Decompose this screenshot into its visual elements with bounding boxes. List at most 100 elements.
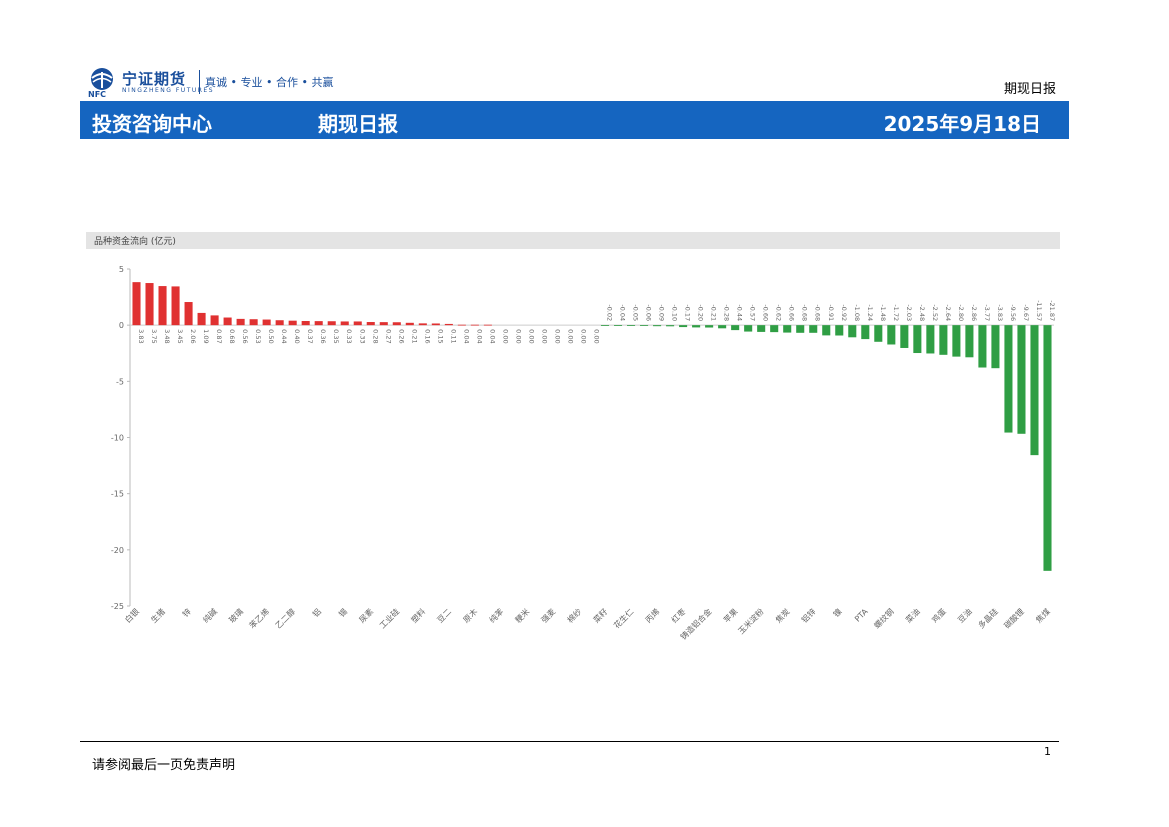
x-category-label: 塑料 bbox=[409, 606, 427, 624]
bar-value-label: 0.87 bbox=[215, 329, 223, 343]
bar-value-label: 0.37 bbox=[306, 329, 314, 343]
logo-company-name: 宁证期货 bbox=[122, 70, 187, 88]
x-category-label: 豆二 bbox=[436, 607, 454, 625]
y-tick-label: 0 bbox=[119, 321, 124, 330]
bar bbox=[301, 321, 310, 326]
bar bbox=[822, 325, 831, 336]
bar bbox=[913, 325, 922, 354]
bar bbox=[132, 282, 141, 326]
bar-value-label: -2.48 bbox=[918, 304, 926, 321]
bar-value-label: 3.75 bbox=[150, 329, 158, 343]
x-category-label: 鸡蛋 bbox=[929, 606, 947, 624]
x-category-label: 豆油 bbox=[955, 606, 973, 624]
x-category-label: 乙二醇 bbox=[273, 606, 297, 630]
bar bbox=[666, 325, 675, 327]
x-category-label: 强麦 bbox=[539, 606, 557, 624]
bar bbox=[379, 322, 388, 326]
bar bbox=[874, 325, 883, 342]
x-category-label: 丙烯 bbox=[643, 606, 661, 624]
bar bbox=[718, 325, 727, 329]
bar bbox=[444, 323, 453, 326]
bar bbox=[835, 325, 844, 336]
x-category-label: 粳米 bbox=[513, 606, 531, 624]
chart-title: 品种资金流向 (亿元) bbox=[94, 237, 176, 247]
bar bbox=[887, 325, 896, 345]
bar-value-label: -9.67 bbox=[1022, 304, 1030, 321]
logo-divider bbox=[199, 70, 200, 94]
bar-value-label: 0.33 bbox=[345, 329, 353, 343]
bar bbox=[197, 312, 206, 326]
x-category-label: 螺纹钢 bbox=[872, 606, 896, 630]
x-category-label: 生猪 bbox=[149, 606, 167, 624]
bar bbox=[861, 325, 870, 340]
x-category-label: 碳酸锂 bbox=[1002, 606, 1026, 630]
bar bbox=[392, 322, 401, 326]
nfc-globe-icon bbox=[91, 68, 113, 90]
bar-value-label: 0.00 bbox=[579, 329, 587, 343]
bar bbox=[405, 322, 414, 326]
y-tick-label: -15 bbox=[111, 490, 124, 499]
bar bbox=[796, 325, 805, 333]
bar-value-label: 0.00 bbox=[527, 329, 535, 343]
bar-value-label: -0.02 bbox=[606, 304, 614, 321]
y-tick-label: -5 bbox=[116, 377, 124, 386]
bar-value-label: 2.06 bbox=[189, 329, 197, 343]
bar-value-label: 3.48 bbox=[163, 329, 171, 343]
bar-value-label: -1.72 bbox=[892, 304, 900, 321]
bar-value-label: 0.68 bbox=[228, 329, 236, 343]
bar-value-label: 0.27 bbox=[384, 329, 392, 343]
bar-value-label: -0.05 bbox=[632, 304, 640, 321]
bar bbox=[679, 325, 688, 328]
bar-value-label: 0.00 bbox=[514, 329, 522, 343]
bar bbox=[705, 325, 714, 328]
bar-value-label: 0.00 bbox=[593, 329, 601, 343]
bar-value-label: 0.00 bbox=[501, 329, 509, 343]
bar bbox=[1043, 325, 1052, 571]
bar bbox=[1030, 325, 1039, 456]
bar-value-label: 0.15 bbox=[436, 329, 444, 343]
bar bbox=[770, 325, 779, 333]
x-category-label: 原木 bbox=[461, 606, 479, 624]
banner-report-name: 期现日报 bbox=[318, 112, 398, 136]
bar bbox=[470, 324, 479, 326]
bar bbox=[340, 321, 349, 326]
x-category-label: 棉纱 bbox=[565, 606, 583, 624]
bar bbox=[418, 323, 427, 326]
bar bbox=[952, 325, 961, 357]
bar-value-label: 0.04 bbox=[475, 329, 483, 343]
x-category-label: 苹果 bbox=[721, 606, 739, 624]
page-number: 1 bbox=[1044, 745, 1051, 758]
bar-value-label: 0.26 bbox=[397, 329, 405, 343]
bar-value-label: -9.56 bbox=[1009, 304, 1017, 321]
bar bbox=[249, 319, 258, 326]
bar-value-label: 0.28 bbox=[371, 329, 379, 343]
bar-value-label: -21.87 bbox=[1048, 300, 1056, 321]
bar-value-label: -0.09 bbox=[658, 304, 666, 321]
x-category-label: 焦炭 bbox=[773, 606, 791, 624]
bar bbox=[1017, 325, 1026, 434]
bar-value-label: 0.56 bbox=[241, 329, 249, 343]
bar-value-label: 0.04 bbox=[462, 329, 470, 343]
x-category-label: 菜籽 bbox=[591, 606, 609, 624]
y-tick-label: -25 bbox=[111, 602, 124, 611]
x-category-label: 锌 bbox=[180, 606, 193, 619]
bar-value-label: -0.17 bbox=[684, 304, 692, 321]
bar bbox=[965, 325, 974, 358]
bar-value-label: 0.36 bbox=[319, 329, 327, 343]
bar-value-label: -0.91 bbox=[827, 304, 835, 321]
bar bbox=[1004, 325, 1013, 433]
bar-value-label: -0.92 bbox=[840, 304, 848, 321]
header-doc-type: 期现日报 bbox=[1003, 82, 1056, 97]
bar bbox=[145, 283, 154, 326]
bar-value-label: -2.80 bbox=[957, 304, 965, 321]
bar-value-label: -0.60 bbox=[762, 304, 770, 321]
bar bbox=[783, 325, 792, 333]
bar bbox=[483, 324, 492, 326]
x-category-label: 工业硅 bbox=[377, 606, 401, 630]
x-category-label: 红枣 bbox=[669, 606, 687, 624]
x-category-label: 镍 bbox=[831, 606, 844, 619]
bar-value-label: -2.64 bbox=[944, 304, 952, 321]
bar-value-label: 0.44 bbox=[280, 329, 288, 343]
bar bbox=[262, 319, 271, 326]
bar-value-label: -2.03 bbox=[905, 304, 913, 321]
